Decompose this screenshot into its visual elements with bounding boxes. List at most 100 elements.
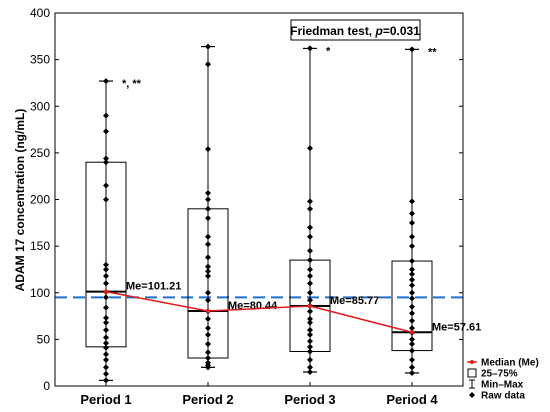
raw-data-point (103, 327, 109, 334)
raw-data-point (409, 325, 415, 332)
raw-data-point (409, 341, 415, 348)
y-tick-label: 300 (30, 99, 50, 113)
box-group: Me=57.61 ** (391, 46, 481, 376)
legend-label: Raw data (481, 391, 525, 402)
y-tick-label: 50 (37, 332, 51, 346)
raw-data-point (307, 348, 313, 355)
legend-box-symbol (467, 368, 477, 378)
raw-data-point (205, 146, 211, 153)
raw-data-point (307, 315, 313, 322)
raw-data-point (205, 196, 211, 203)
raw-data-point (205, 325, 211, 332)
median-marker (205, 308, 211, 314)
raw-data-point (205, 254, 211, 261)
raw-data-point (409, 303, 415, 310)
raw-data-point (103, 128, 109, 135)
raw-data-point (103, 294, 109, 301)
raw-data-point (103, 334, 109, 341)
raw-data-point (307, 369, 313, 376)
friedman-test-label: Friedman test, p=0.031 (290, 24, 420, 38)
raw-data-point (307, 233, 313, 240)
test-label-text: Friedman test, (290, 24, 375, 38)
raw-data-point (307, 247, 313, 254)
median-connector-line (105, 290, 413, 334)
raw-data-point (307, 266, 313, 273)
median-marker (409, 330, 415, 335)
raw-data-point (307, 331, 313, 338)
raw-data-point (103, 304, 109, 311)
raw-data-point (307, 145, 313, 152)
raw-data-point (103, 159, 109, 166)
raw-data-point (205, 233, 211, 240)
raw-data-point (409, 46, 415, 53)
x-category-label: Period 2 (182, 392, 233, 407)
raw-data-point (103, 280, 109, 287)
raw-data-point (103, 155, 109, 162)
raw-data-point (103, 340, 109, 347)
raw-data-point (409, 369, 415, 376)
raw-data-point (103, 377, 109, 384)
raw-data-point (409, 233, 415, 240)
significance-label: ** (428, 46, 437, 58)
median-marker (307, 303, 313, 309)
raw-data-point (205, 341, 211, 348)
median-label: Me=57.61 (432, 321, 481, 333)
box-group: Me=101.21 *, ** (85, 78, 181, 384)
raw-data-point (205, 268, 211, 275)
raw-data-point (409, 198, 415, 205)
raw-data-point (103, 112, 109, 119)
raw-data-point (307, 257, 313, 264)
raw-data-point (205, 272, 211, 279)
x-category-label: Period 4 (386, 392, 438, 407)
box-group: Me=85.77 * (289, 45, 379, 376)
raw-data-point (205, 355, 211, 362)
raw-data-point (409, 347, 415, 354)
raw-data-point (103, 182, 109, 189)
raw-data-point (409, 276, 415, 283)
raw-data-point (205, 315, 211, 322)
legend-label: Median (Me) (481, 358, 539, 369)
raw-data-point (103, 261, 109, 268)
raw-data-point (409, 356, 415, 363)
raw-data-point (307, 319, 313, 326)
raw-data-point (307, 224, 313, 231)
raw-data-point (103, 351, 109, 358)
raw-data-point (409, 271, 415, 278)
raw-data-point (409, 336, 415, 343)
boxes-layer: Me=101.21 *, ** Me=80.44 Me=85.77 * Me=57.61 *… (85, 43, 481, 384)
significance-label: *, ** (122, 78, 142, 90)
y-tick-label: 100 (30, 286, 50, 300)
median-line-layer (103, 289, 415, 335)
raw-data-point (205, 189, 211, 196)
median-label: Me=85.77 (330, 295, 379, 307)
significance-label: * (326, 45, 331, 57)
box-group: Me=80.44 (187, 43, 278, 371)
raw-data-point (307, 289, 313, 296)
raw-data-point (205, 215, 211, 222)
y-tick-label: 200 (30, 193, 50, 207)
raw-data-point (307, 280, 313, 287)
raw-data-point (307, 338, 313, 345)
y-tick-label: 350 (30, 53, 50, 67)
raw-data-point (103, 319, 109, 326)
legend-label: Min–Max (481, 380, 524, 391)
axes-layer: 0 50 100 150 200 250 300 350 400 Period 1 Period 2… (30, 6, 464, 407)
raw-data-point (307, 45, 313, 52)
raw-data-point (103, 266, 109, 273)
test-p-symbol: p (374, 24, 382, 38)
raw-data-point (205, 263, 211, 270)
raw-data-point (103, 314, 109, 321)
raw-data-point (103, 356, 109, 363)
median-marker (103, 289, 109, 294)
raw-data-point (307, 272, 313, 279)
raw-data-point (409, 243, 415, 250)
raw-data-point (103, 196, 109, 203)
y-tick-label: 400 (30, 6, 50, 20)
raw-data-point (103, 344, 109, 351)
raw-data-point (103, 78, 109, 85)
raw-data-point (409, 210, 415, 217)
legend-point-symbol (469, 392, 475, 398)
median-label: Me=101.21 (126, 281, 181, 293)
raw-data-point (103, 272, 109, 279)
